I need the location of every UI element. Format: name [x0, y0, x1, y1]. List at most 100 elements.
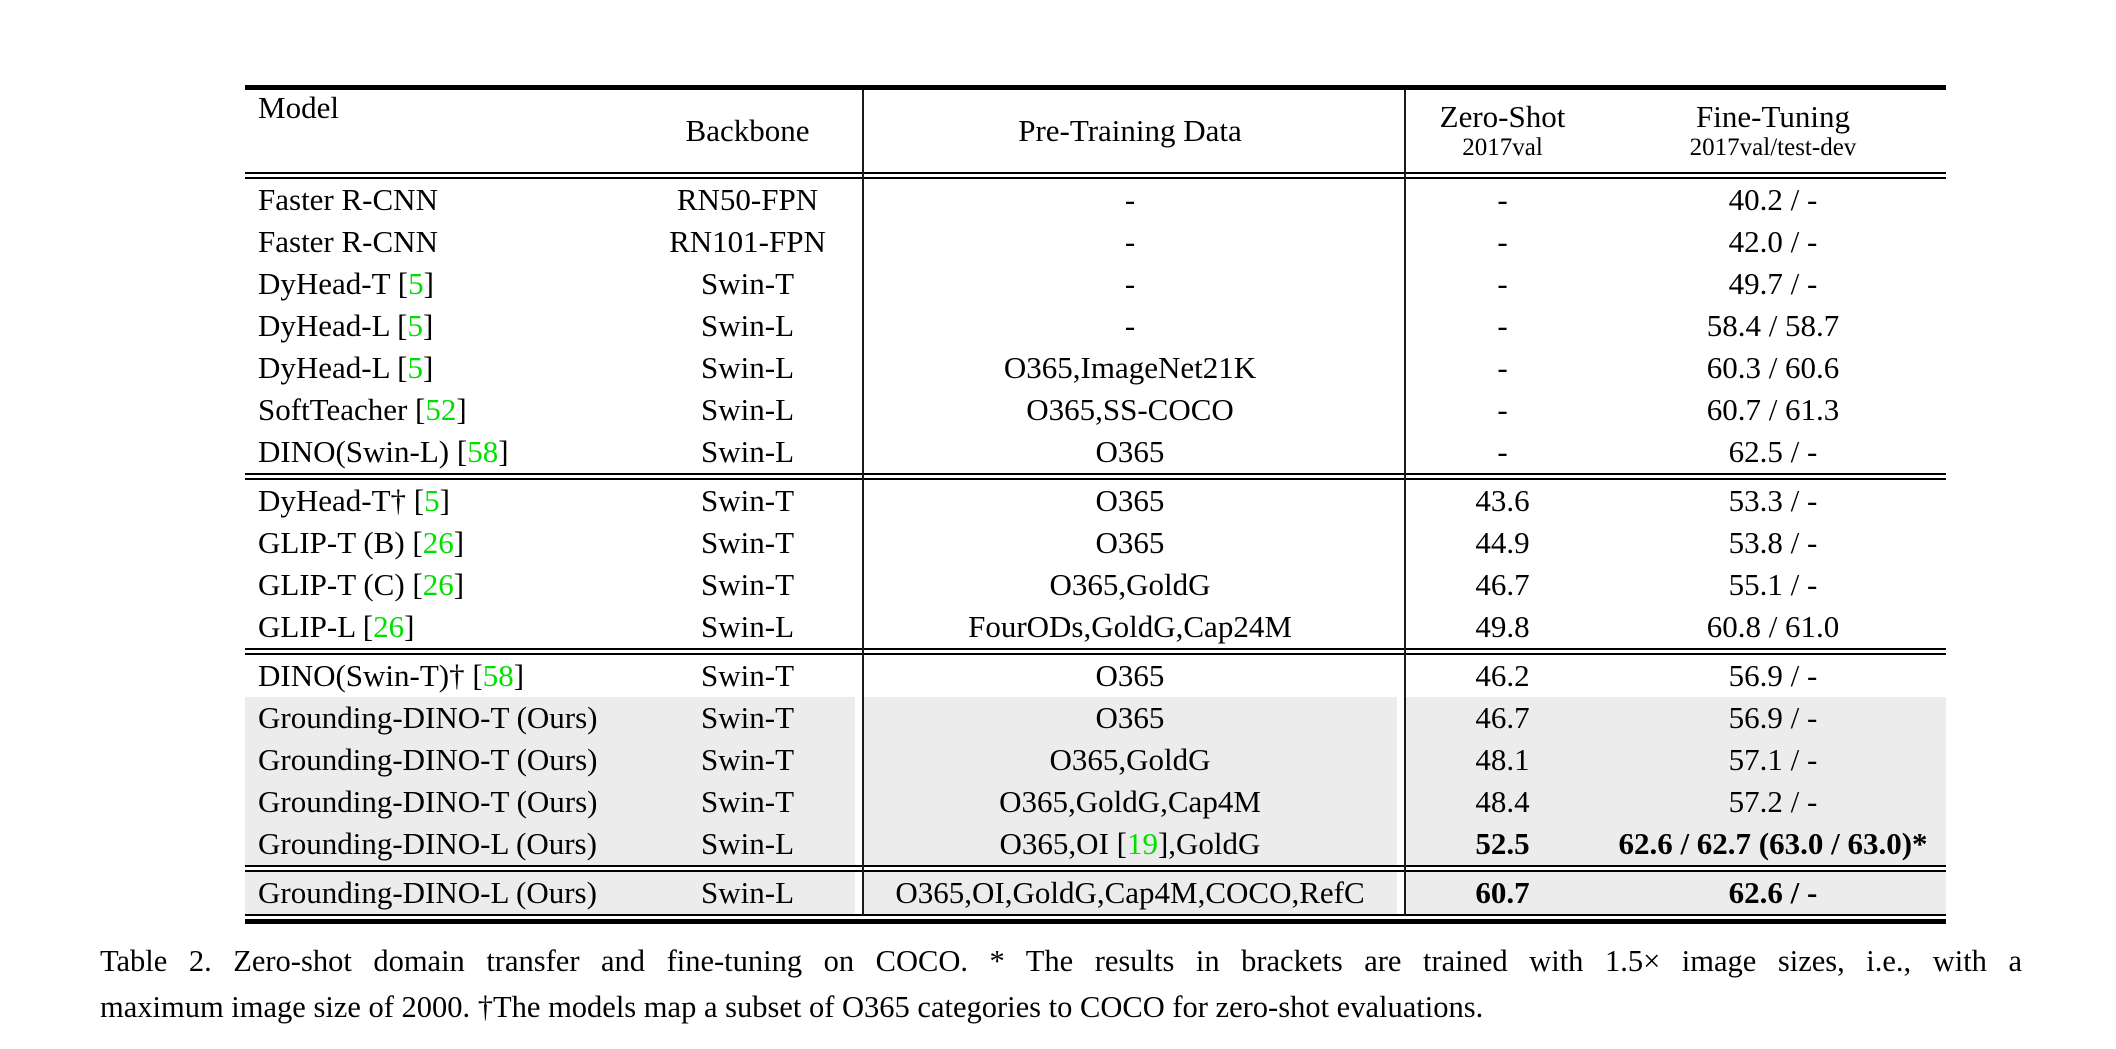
cell-backbone: Swin-L	[640, 872, 855, 914]
table-row: Grounding-DINO-T (Ours) Swin-T O365,GoldG 4…	[245, 739, 1946, 781]
column-gap	[855, 697, 863, 739]
cell-zero-shot: 44.9	[1475, 525, 1530, 560]
cell-fine-tuning: 53.3 / -	[1728, 483, 1818, 518]
citation-number: 5	[424, 483, 440, 518]
cell-pretrain-data: O365	[1095, 525, 1165, 560]
header-backbone: Backbone	[685, 113, 810, 149]
cell-model: GLIP-T (B) [26]	[258, 525, 465, 560]
cell-fine-tuning: 40.2 / -	[1728, 182, 1818, 217]
cell-zero-shot: 48.4	[1405, 781, 1600, 823]
cell-pretrain-data: O365,GoldG,Cap4M	[863, 781, 1397, 823]
cell-model: DyHead-T† [5]	[258, 483, 450, 518]
cell-backbone: Swin-T	[701, 483, 794, 518]
cell-model: GLIP-T (C) [26]	[258, 567, 465, 602]
citation-number: 5	[407, 350, 423, 385]
citation-number: 26	[373, 609, 405, 644]
cell-zero-shot: -	[1497, 308, 1508, 343]
cell-pretrain-data: -	[1124, 308, 1136, 343]
cell-fine-tuning: 57.2 / -	[1600, 781, 1946, 823]
header-model: Model	[258, 90, 339, 125]
column-gap	[1397, 781, 1405, 823]
header-finetune-subtitle: 2017val/test-dev	[1689, 134, 1857, 162]
citation-number: 52	[425, 392, 457, 427]
cell-zero-shot: -	[1497, 392, 1508, 427]
cell-backbone: RN101-FPN	[669, 224, 826, 259]
citation-number: 26	[422, 525, 454, 560]
cell-fine-tuning: 49.7 / -	[1728, 266, 1818, 301]
table-bottom-rule-thin	[245, 914, 1946, 916]
cell-zero-shot: 43.6	[1475, 483, 1530, 518]
cell-model: Grounding-DINO-T (Ours)	[245, 697, 640, 739]
cell-backbone: Swin-L	[701, 350, 794, 385]
cell-pretrain-data: O365	[863, 697, 1397, 739]
cell-model: DyHead-T [5]	[258, 266, 434, 301]
citation-number: 26	[422, 567, 454, 602]
table-caption-line1: Table 2. Zero-shot domain transfer and f…	[100, 944, 2022, 978]
column-gap	[855, 872, 863, 914]
cell-pretrain-data: -	[1124, 224, 1136, 259]
cell-zero-shot: 48.1	[1405, 739, 1600, 781]
cell-backbone: Swin-T	[640, 697, 855, 739]
cell-pretrain-data: O365	[1095, 434, 1165, 469]
table-section-baselines: Faster R-CNN RN50-FPN - -40.2 / - Faster R-C…	[245, 179, 1946, 473]
cell-pretrain-data: -	[1124, 266, 1136, 301]
cell-pretrain-data: O365,OI [19],GoldG	[863, 823, 1397, 865]
cell-zero-shot: 46.7	[1405, 697, 1600, 739]
cell-pretrain-data: -	[1124, 182, 1136, 217]
table-caption: Table 2. Zero-shot domain transfer and f…	[100, 938, 2022, 1031]
cell-pretrain-data: FourODs,GoldG,Cap24M	[968, 609, 1292, 644]
cell-model: SoftTeacher [52]	[258, 392, 467, 427]
table-row: Grounding-DINO-L (Ours) Swin-L O365,OI,Gol…	[245, 872, 1946, 914]
cell-backbone: Swin-T	[701, 567, 794, 602]
cell-backbone: Swin-T	[701, 266, 794, 301]
table-section-grounding-dino: DINO(Swin-T)† [58] Swin-T O365 46.2 56.9 / -…	[245, 655, 1946, 865]
table-bottom-rule-thick	[245, 919, 1946, 924]
cell-zero-shot: -	[1497, 182, 1508, 217]
cell-model: Grounding-DINO-L (Ours)	[245, 872, 640, 914]
table-row: DINO(Swin-T)† [58] Swin-T O365 46.2 56.9 / -	[245, 655, 1946, 697]
cell-pretrain-data: O365,GoldG	[1049, 567, 1211, 602]
header-finetune-title: Fine-Tuning	[1696, 98, 1850, 134]
section-divider	[245, 865, 1946, 872]
column-gap	[855, 739, 863, 781]
cell-model: GLIP-L [26]	[258, 609, 415, 644]
cell-fine-tuning: 62.6 / -	[1600, 872, 1946, 914]
table-header-row: Model Backbone Pre-Training Data Zero-Sh…	[245, 90, 1946, 172]
section-divider	[245, 648, 1946, 655]
header-zeroshot: Zero-Shot 2017val	[1405, 90, 1600, 172]
cell-fine-tuning: 60.7 / 61.3	[1706, 392, 1840, 427]
cell-backbone: Swin-L	[701, 308, 794, 343]
cell-fine-tuning: 56.9 / -	[1600, 697, 1946, 739]
cell-fine-tuning: 62.5 / -	[1728, 434, 1818, 469]
cell-model: Grounding-DINO-T (Ours)	[245, 781, 640, 823]
table-section-zeroshot-baselines: DyHead-T† [5] Swin-T O365 43.6 53.3 / - GLIP-…	[245, 480, 1946, 648]
column-gap	[855, 823, 863, 865]
section-divider	[245, 172, 1946, 179]
cell-zero-shot: 52.5	[1405, 823, 1600, 865]
section-divider	[245, 473, 1946, 480]
cell-zero-shot: -	[1497, 434, 1508, 469]
header-finetune: Fine-Tuning 2017val/test-dev	[1600, 90, 1946, 172]
cell-backbone: Swin-L	[701, 434, 794, 469]
cell-zero-shot: -	[1497, 266, 1508, 301]
cell-backbone: Swin-L	[640, 823, 855, 865]
table-row: DINO(Swin-L) [58] Swin-L O365 - 62.5 / -	[245, 431, 1946, 473]
column-gap	[1397, 739, 1405, 781]
column-gap	[1397, 823, 1405, 865]
citation-number: 58	[482, 658, 514, 693]
table-row: Grounding-DINO-L (Ours) Swin-L O365,OI [19…	[245, 823, 1946, 865]
cell-fine-tuning: 60.3 / 60.6	[1706, 350, 1840, 385]
cell-pretrain-data: O365,GoldG	[863, 739, 1397, 781]
cell-fine-tuning: 60.8 / 61.0	[1706, 609, 1840, 644]
cell-zero-shot: 60.7	[1405, 872, 1600, 914]
table-row: Faster R-CNN RN101-FPN - - 42.0 / -	[245, 221, 1946, 263]
cell-pretrain-data: O365,ImageNet21K	[1003, 350, 1257, 385]
cell-backbone: Swin-T	[701, 525, 794, 560]
header-zeroshot-subtitle: 2017val	[1462, 134, 1543, 162]
cell-model: Faster R-CNN	[258, 224, 438, 259]
results-table: Model Backbone Pre-Training Data Zero-Sh…	[245, 85, 1946, 924]
table-row: GLIP-T (C) [26] Swin-T O365,GoldG 46.7 55.1 …	[245, 564, 1946, 606]
table-row: DyHead-T [5] Swin-T - - 49.7 / -	[245, 263, 1946, 305]
citation-number: 58	[467, 434, 499, 469]
cell-pretrain-data: O365,SS-COCO	[1026, 392, 1234, 427]
